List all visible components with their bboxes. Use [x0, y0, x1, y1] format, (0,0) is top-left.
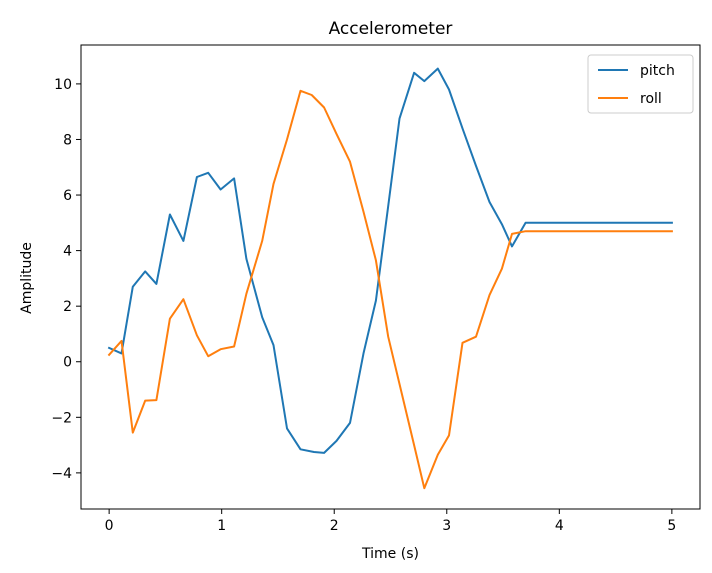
y-tick-label: 4	[63, 244, 72, 260]
x-tick-label: 0	[105, 518, 114, 534]
legend-label-pitch: pitch	[640, 63, 675, 79]
x-tick-label: 2	[330, 518, 339, 534]
x-axis-label: Time (s)	[361, 546, 419, 562]
plot-area	[107, 67, 673, 490]
series-line-roll	[107, 89, 673, 490]
y-tick-label: 6	[63, 188, 72, 204]
y-tick-label: 8	[63, 132, 72, 148]
y-tick-label: 0	[63, 355, 72, 371]
x-tick-label: 4	[555, 518, 564, 534]
y-axis-ticks: −4 −2 0 2 4 6 8 10	[51, 77, 81, 482]
series-line-pitch	[107, 67, 673, 454]
legend: pitch roll	[587, 54, 694, 114]
legend-label-roll: roll	[640, 91, 662, 107]
y-tick-label: 10	[54, 77, 72, 93]
y-tick-label: −4	[51, 466, 72, 482]
y-tick-label: 2	[63, 299, 72, 315]
y-axis-label: Amplitude	[19, 242, 35, 314]
axes: 0 1 2 3 4 5 −4 −2 0 2 4 6 8 10	[51, 44, 701, 534]
x-tick-label: 3	[442, 518, 451, 534]
x-tick-label: 5	[667, 518, 676, 534]
x-tick-label: 1	[217, 518, 226, 534]
plot-frame	[80, 44, 701, 510]
y-tick-label: −2	[51, 410, 72, 426]
x-axis-ticks: 0 1 2 3 4 5	[105, 509, 676, 534]
chart-title: Accelerometer	[329, 19, 453, 39]
